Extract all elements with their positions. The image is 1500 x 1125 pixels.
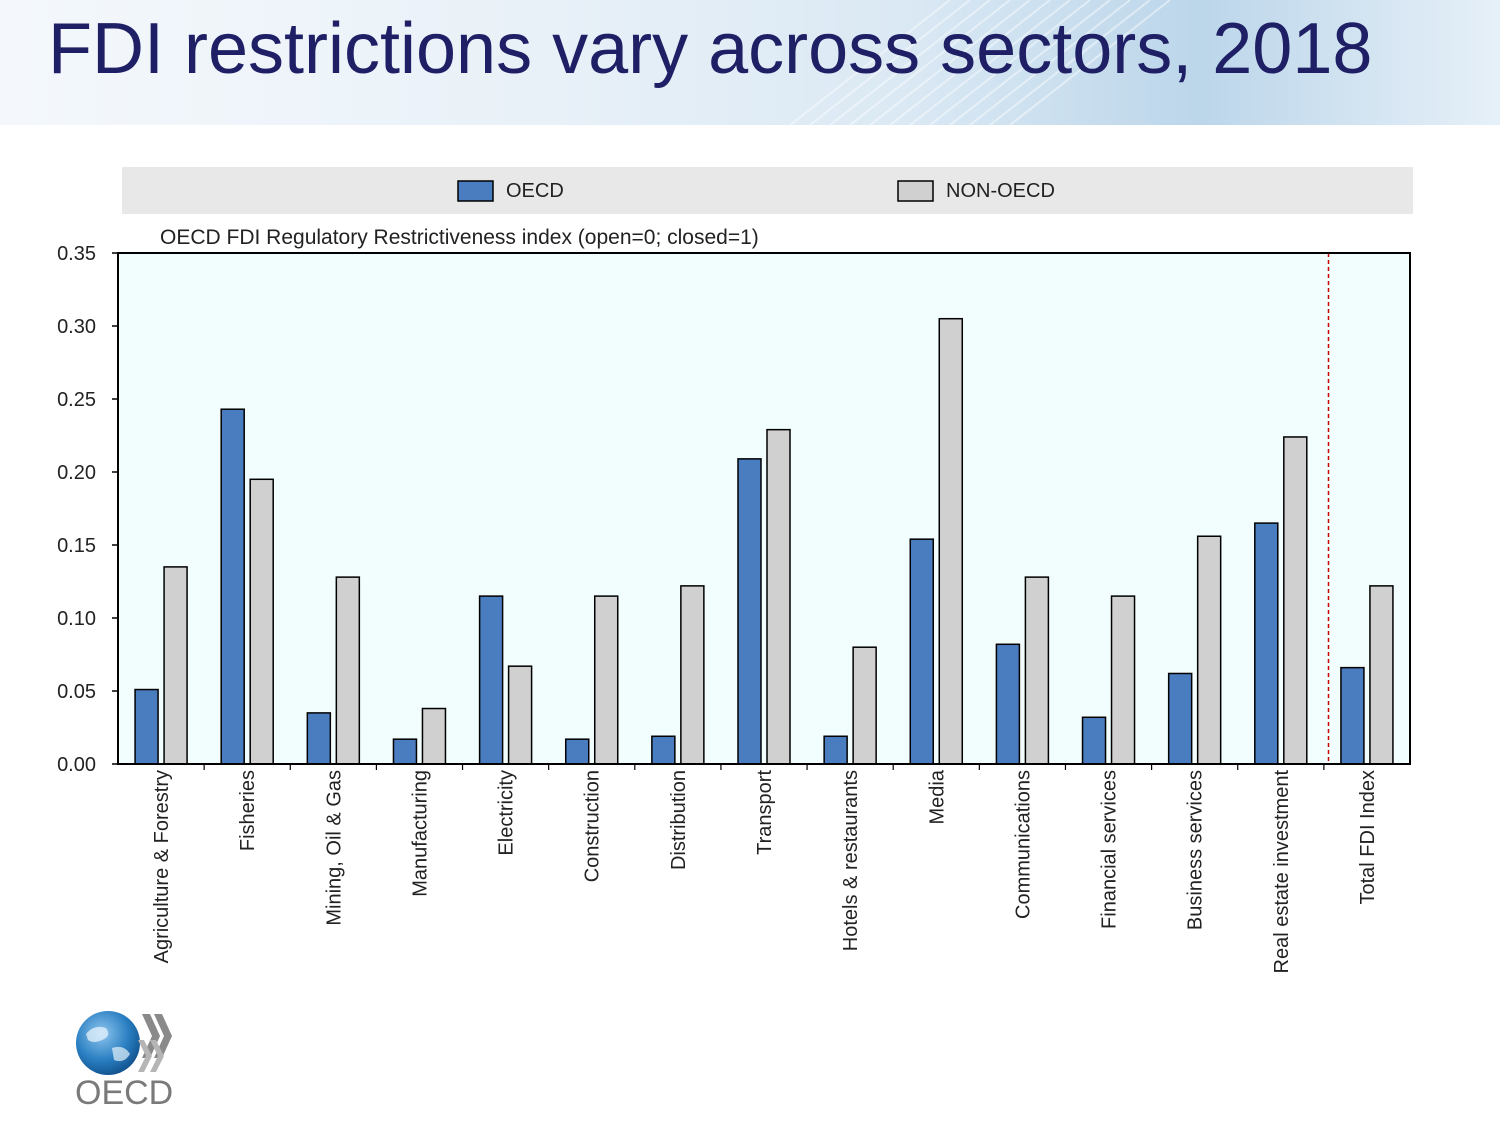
y-tick-label: 0.20 [57,462,96,484]
bar-oecd [737,458,762,765]
x-category-label: Construction [582,770,604,882]
y-tick-label: 0.35 [57,243,96,265]
x-category-label: Real estate investment [1271,770,1293,974]
legend-label: NON-OECD [946,180,1055,202]
bar-non-oecd [163,566,188,765]
x-category-label: Hotels & restaurants [840,770,862,951]
bar-oecd [1167,672,1193,765]
chevrons-icon [138,1014,172,1072]
y-tick-label: 0.05 [57,681,96,703]
slide-title: FDI restrictions vary across sectors, 20… [48,9,1373,89]
x-category-label: Mining, Oil & Gas [323,770,345,926]
bar-non-oecd [852,646,877,765]
banner-stripe-pattern [789,0,1171,125]
plot-frame [117,252,1411,765]
bar-oecd [1254,522,1279,765]
bar-non-oecd [335,576,361,765]
x-category-label: Business services [1185,770,1207,930]
x-category-label: Distribution [668,770,690,870]
bar-non-oecd [249,478,274,765]
chart-title: OECD FDI Regulatory Restrictiveness inde… [160,226,759,249]
x-category-label: Financial services [1099,770,1121,929]
bar-non-oecd [1110,595,1136,765]
legend-background [122,167,1413,214]
bar-non-oecd [680,585,705,765]
bar-non-oecd [421,707,447,765]
bar-oecd [1081,716,1107,765]
legend-label: OECD [506,180,564,202]
y-axis: 0.00 0.05 0.10 0.15 0.20 0.25 0.30 0.35 [57,243,118,776]
bar-non-oecd [1196,535,1222,765]
bar-oecd [220,408,245,765]
bar-chart: OECD NON-OECD OECD FDI Regulatory Restric… [57,167,1413,973]
bar-oecd [995,643,1021,765]
x-category-label: Total FDI Index [1357,770,1379,905]
x-category-label: Transport [754,770,776,855]
bar-oecd [306,712,332,765]
oecd-logo-text: OECD [75,1074,173,1110]
y-tick-label: 0.25 [57,389,96,411]
bar-oecd [1340,666,1365,765]
bar-non-oecd [1024,576,1050,765]
y-tick-label: 0.00 [57,754,96,776]
y-tick-label: 0.15 [57,535,96,557]
plot-area [118,253,1410,764]
bar-oecd [909,538,935,765]
x-axis: Agriculture & Forestry Fisheries Mining, O… [151,764,1379,973]
bar-oecd [134,688,159,765]
x-category-label: Communications [1012,770,1034,919]
bar-non-oecd [1283,436,1308,765]
legend-swatch [457,180,494,202]
x-category-label: Agriculture & Forestry [151,770,173,963]
y-tick-label: 0.30 [57,316,96,338]
globe-icon [76,1011,140,1075]
bar-oecd [651,735,676,765]
bar-non-oecd [593,595,619,765]
bar-oecd [823,735,848,765]
oecd-logo-graphic: OECD [75,1011,173,1112]
bar-non-oecd [1369,585,1394,765]
bar-non-oecd [766,428,791,765]
x-category-label: Fisheries [237,770,259,851]
oecd-logo: OECD [72,1010,182,1112]
y-tick-label: 0.10 [57,608,96,630]
x-category-label: Electricity [496,770,518,856]
x-category-label: Manufacturing [409,770,431,897]
bar-oecd [392,738,418,765]
x-category-label: Media [926,769,948,824]
bar-oecd [564,738,590,765]
legend-swatch [897,180,934,202]
bar-oecd [478,595,504,765]
bar-non-oecd [938,317,964,765]
legend: OECD NON-OECD [457,180,1055,202]
bar-non-oecd [507,665,533,765]
title-banner: FDI restrictions vary across sectors, 20… [0,0,1500,125]
